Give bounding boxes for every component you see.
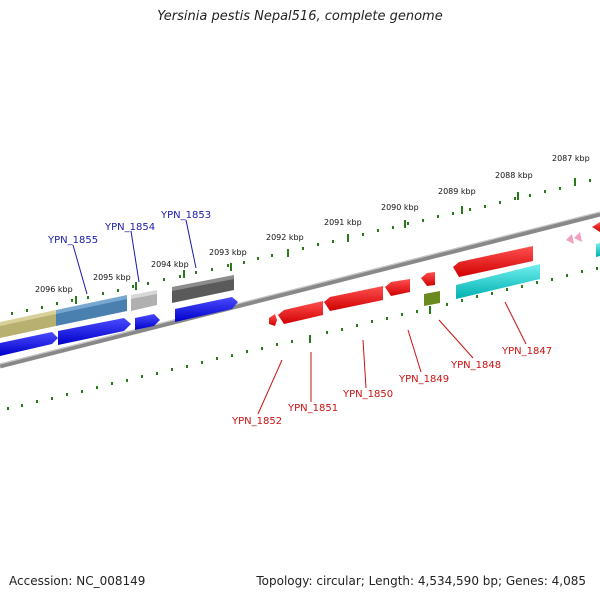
lower-major-ticks [309,306,431,343]
genome-backbone [0,211,600,369]
gene-blue-1[interactable] [0,332,58,356]
kbp-label-2096: 2096 kbp [35,285,73,294]
gene-red-edge[interactable] [592,222,600,232]
gene-red-1849[interactable] [385,279,410,296]
gene-olive-1848[interactable] [424,291,440,306]
gene-red-1848a[interactable] [421,272,435,286]
gene-label-ypn-1855[interactable]: YPN_1855 [47,235,98,246]
kbp-label-2089: 2089 kbp [438,187,476,196]
gene-red-1850[interactable] [324,286,383,311]
gene-olive[interactable] [0,312,56,338]
leader-lines-bottom [257,301,527,415]
gene-gray[interactable] [172,277,234,303]
feature-track-lower [269,222,600,326]
kbp-label-2088: 2088 kbp [495,171,533,180]
gene-pink-2[interactable] [574,232,582,242]
gene-red-1852[interactable] [278,301,323,324]
gene-red-1852a[interactable] [269,314,277,326]
kbp-label-2087: 2087 kbp [552,154,590,163]
gene-label-ypn-1851[interactable]: YPN_1851 [287,403,338,414]
gene-steel[interactable] [56,297,127,326]
kbp-label-2094: 2094 kbp [151,260,189,269]
kbp-label-2095: 2095 kbp [93,273,131,282]
feature-track-blue [0,297,238,356]
kbp-label-2090: 2090 kbp [381,203,419,212]
gene-label-ypn-1848[interactable]: YPN_1848 [450,360,501,371]
gene-cyan-edge[interactable] [596,243,600,257]
gene-red-1847[interactable] [453,246,533,277]
feature-track-upper [0,275,234,338]
accession-text: Accession: NC_008149 [9,574,146,588]
gene-cyan-1847[interactable] [456,264,540,299]
gene-blue-3[interactable] [135,314,160,330]
genome-summary-text: Topology: circular; Length: 4,534,590 bp… [256,574,586,588]
kbp-label-2093: 2093 kbp [209,248,247,257]
kbp-label-2092: 2092 kbp [266,233,304,242]
gene-label-ypn-1852[interactable]: YPN_1852 [231,416,282,427]
leader-lines-top [72,219,197,295]
gene-label-ypn-1850[interactable]: YPN_1850 [342,389,393,400]
kbp-label-2091: 2091 kbp [324,218,362,227]
gene-label-ypn-1849[interactable]: YPN_1849 [398,374,449,385]
gene-label-ypn-1854[interactable]: YPN_1854 [104,222,155,233]
upper-scale-ticks [11,179,591,315]
gene-blue-2[interactable] [58,318,131,345]
gene-blue-4[interactable] [175,297,238,322]
upper-major-ticks [75,178,576,304]
gene-label-ypn-1847[interactable]: YPN_1847 [501,346,552,357]
lower-scale-ticks [7,267,598,410]
gene-label-ypn-1853[interactable]: YPN_1853 [160,210,211,221]
map-title: Yersinia pestis Nepal516, complete genom… [157,9,443,24]
gene-pink-1[interactable] [566,234,574,244]
